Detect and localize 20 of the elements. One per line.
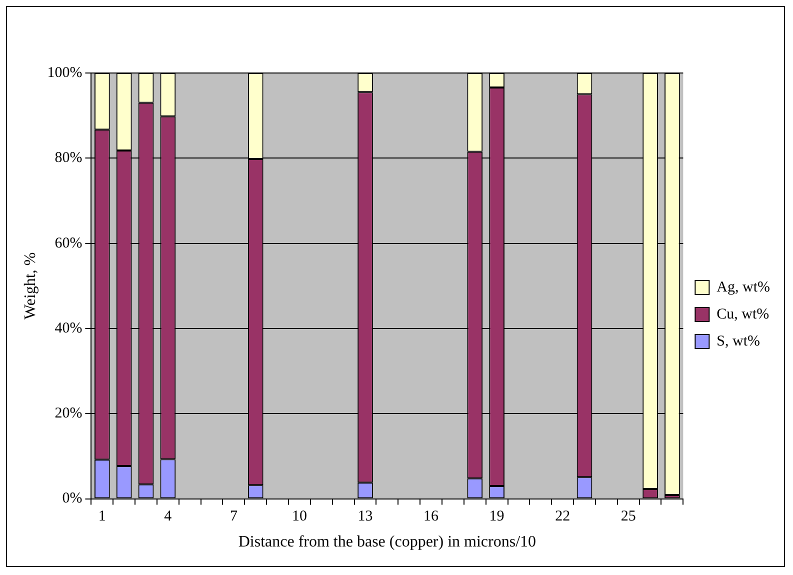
y-tick-label: 60% [54, 235, 82, 252]
x-tick-label: 13 [358, 508, 373, 525]
legend-label: Ag, wt% [716, 279, 770, 296]
y-tick-label: 20% [54, 406, 82, 422]
x-tick-label: 10 [292, 508, 307, 525]
y-tick-label: 100% [47, 64, 82, 81]
x-tick-label: 25 [620, 508, 636, 525]
x-tick-label: 22 [555, 508, 570, 525]
x-axis-title: Distance from the base (copper) in microns/10 [238, 534, 536, 551]
x-tick-label: 7 [230, 508, 238, 525]
x-tick-label: 19 [489, 508, 504, 525]
y-tick-label: 80% [54, 150, 82, 166]
y-tick-label: 40% [54, 320, 82, 336]
legend-label: S, wt% [716, 333, 760, 350]
y-axis-title: Weight, % [22, 252, 39, 320]
x-tick-label: 16 [424, 508, 440, 525]
legend-label: Cu, wt% [716, 306, 770, 322]
y-tick-label: 0% [62, 490, 82, 507]
x-tick-label: 1 [98, 508, 106, 525]
x-tick-label: 4 [164, 508, 172, 525]
